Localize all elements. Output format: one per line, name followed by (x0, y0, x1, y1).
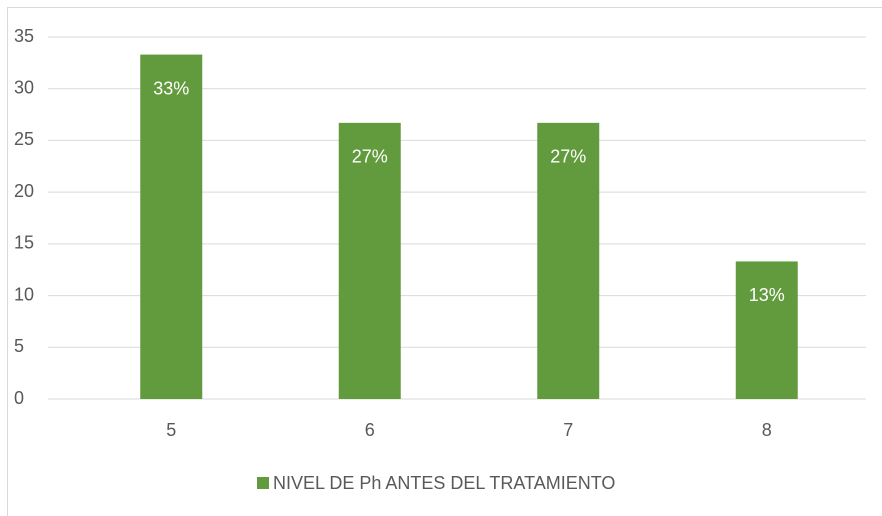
x-tick-label: 5 (166, 420, 176, 440)
y-tick-label: 20 (14, 181, 34, 201)
data-label: 27% (550, 147, 586, 167)
y-tick-label: 15 (14, 233, 34, 253)
y-tick-label: 30 (14, 77, 34, 97)
data-label: 13% (749, 285, 785, 305)
bar (537, 122, 600, 400)
bar (735, 261, 798, 399)
bar (140, 54, 203, 399)
bar (338, 122, 401, 400)
x-tick-label: 6 (365, 420, 375, 440)
data-label: 33% (153, 78, 189, 98)
y-tick-label: 10 (14, 284, 34, 304)
legend-swatch (257, 477, 269, 489)
y-tick-label: 5 (14, 336, 24, 356)
y-tick-label: 35 (14, 26, 34, 46)
y-tick-label: 0 (14, 388, 24, 408)
legend-label: NIVEL DE Ph ANTES DEL TRATAMIENTO (273, 473, 615, 493)
y-tick-label: 25 (14, 129, 34, 149)
data-label: 27% (352, 147, 388, 167)
x-tick-label: 8 (762, 420, 772, 440)
x-tick-label: 7 (563, 420, 573, 440)
